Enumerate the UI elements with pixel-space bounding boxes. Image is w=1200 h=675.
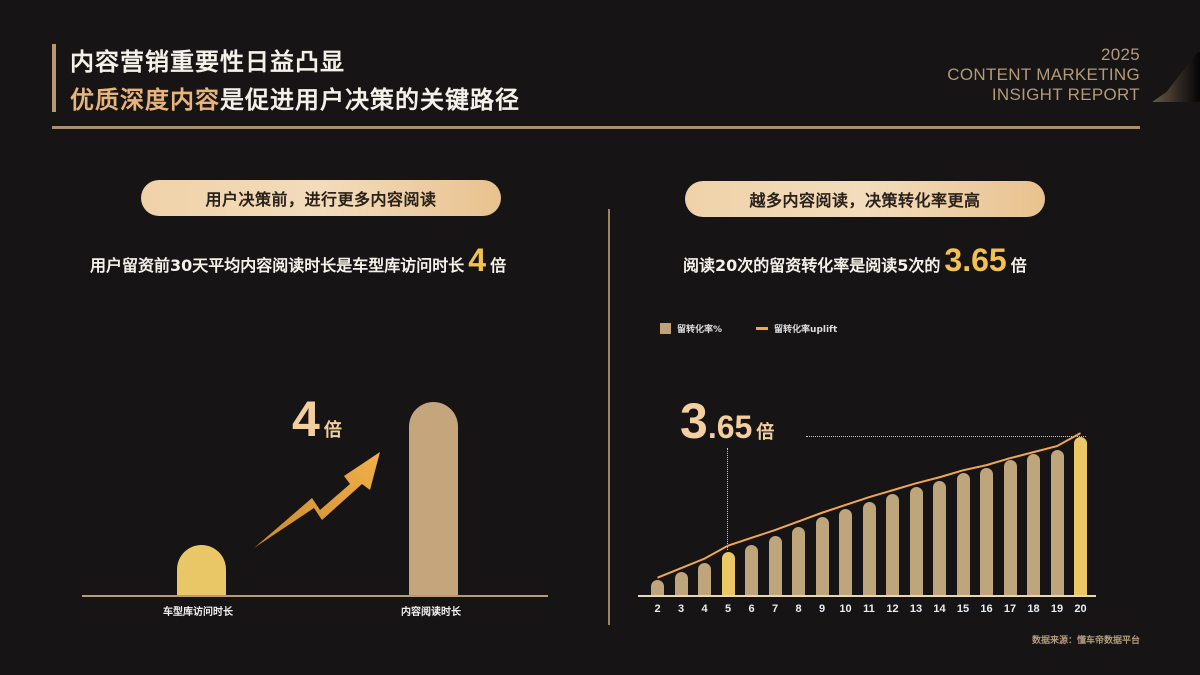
- page-title: 内容营销重要性日益凸显: [70, 48, 345, 76]
- left-stat-value: 4: [468, 242, 487, 278]
- bar-content-reading-time: [409, 402, 458, 595]
- right-callout-dec: .65: [707, 409, 753, 445]
- left-callout-value: 4: [292, 391, 320, 447]
- right-panel-pill: 越多内容阅读，决策转化率更高: [685, 181, 1045, 217]
- bar-read-14: [933, 480, 946, 595]
- bar-read-18: [1027, 454, 1040, 595]
- bar-read-20: [1074, 437, 1087, 595]
- panel-divider: [608, 209, 610, 625]
- bar-read-12: [886, 493, 899, 595]
- left-panel-pill: 用户决策前，进行更多内容阅读: [141, 180, 501, 216]
- x-tick-label: 6: [748, 603, 755, 615]
- x-tick-label: 13: [909, 603, 923, 615]
- x-tick-label: 16: [980, 603, 993, 615]
- page-subtitle: 优质深度内容是促进用户决策的关键路径: [70, 80, 520, 115]
- left-category-label: 内容阅读时长: [401, 607, 461, 618]
- x-tick-label: 7: [771, 603, 779, 615]
- x-tick-label: 10: [839, 603, 852, 615]
- bar-read-11: [862, 502, 876, 595]
- legend-line-label: 留转化率uplift: [774, 325, 838, 335]
- title-accent-bar: [52, 44, 56, 112]
- guide-line-horizontal: [806, 436, 1086, 437]
- bar-read-13: [909, 486, 923, 595]
- guide-line-vertical: [727, 448, 728, 550]
- legend-line-swatch: [756, 327, 769, 330]
- right-callout-unit: 倍: [756, 422, 775, 443]
- subtitle-highlight: 优质深度内容: [70, 86, 220, 114]
- left-axis-baseline: [82, 595, 548, 597]
- right-axis-baseline: [638, 595, 1096, 597]
- left-stat-unit: 倍: [490, 256, 507, 275]
- x-tick-label: 5: [724, 603, 732, 615]
- brand-line1: CONTENT MARKETING: [947, 65, 1140, 84]
- x-tick-label: 4: [701, 603, 708, 615]
- x-tick-label: 19: [1050, 603, 1064, 615]
- x-tick-label: 14: [933, 603, 946, 615]
- x-tick-label: 9: [818, 603, 826, 615]
- growth-arrow-icon: [254, 452, 380, 548]
- bar-read-17: [1003, 460, 1017, 595]
- bar-read-9: [815, 517, 829, 595]
- x-tick-label: 8: [795, 603, 802, 615]
- right-callout: 3 .65 倍: [680, 392, 774, 450]
- x-tick-label: 20: [1074, 603, 1087, 615]
- right-stat-text: 阅读20次的留资转化率是阅读5次的: [683, 256, 941, 275]
- bar-read-10: [839, 509, 852, 595]
- bar-read-4: [698, 563, 711, 595]
- chart-legend: 留转化率% 留转化率uplift: [660, 322, 837, 335]
- bar-read-6: [745, 544, 758, 595]
- bar-read-7: [768, 536, 782, 595]
- legend-bar-label: 留转化率%: [677, 325, 723, 335]
- bar-read-2: [651, 580, 664, 595]
- legend-bar-swatch: [660, 323, 671, 334]
- left-callout: 4 倍: [292, 390, 342, 448]
- right-stat-unit: 倍: [1010, 256, 1027, 275]
- header-divider: [52, 126, 1140, 129]
- left-stat-text: 用户留资前30天平均内容阅读时长是车型库访问时长: [90, 256, 465, 275]
- report-brand: 2025 CONTENT MARKETING INSIGHT REPORT: [947, 45, 1140, 105]
- right-stat-value: 3.65: [944, 242, 1007, 278]
- bar-read-3: [674, 572, 688, 595]
- left-stat: 用户留资前30天平均内容阅读时长是车型库访问时长 4 倍: [90, 242, 506, 279]
- x-tick-label: 18: [1027, 603, 1040, 615]
- bar-read-16: [980, 468, 993, 595]
- bar-read-19: [1050, 450, 1064, 595]
- brand-year: 2025: [1100, 45, 1140, 64]
- left-category-label: 车型库访问时长: [163, 607, 233, 618]
- brand-line2: INSIGHT REPORT: [991, 85, 1140, 104]
- corner-triangle-decoration: [1152, 52, 1200, 102]
- bar-car-library-time: [177, 545, 226, 595]
- x-tick-label: 3: [677, 603, 685, 615]
- x-tick-label: 12: [886, 603, 899, 615]
- bar-read-5: [721, 551, 735, 595]
- x-tick-label: 2: [654, 603, 661, 615]
- subtitle-rest: 是促进用户决策的关键路径: [220, 86, 520, 114]
- bar-read-8: [792, 527, 805, 595]
- data-source: 数据来源：懂车帝数据平台: [1031, 636, 1140, 646]
- x-tick-label: 11: [863, 603, 875, 615]
- right-callout-int: 3: [680, 393, 708, 449]
- x-tick-label: 17: [1003, 603, 1017, 615]
- bar-read-15: [956, 472, 970, 595]
- right-stat: 阅读20次的留资转化率是阅读5次的 3.65 倍: [683, 242, 1027, 279]
- left-callout-unit: 倍: [323, 420, 342, 441]
- x-tick-label: 15: [956, 603, 970, 615]
